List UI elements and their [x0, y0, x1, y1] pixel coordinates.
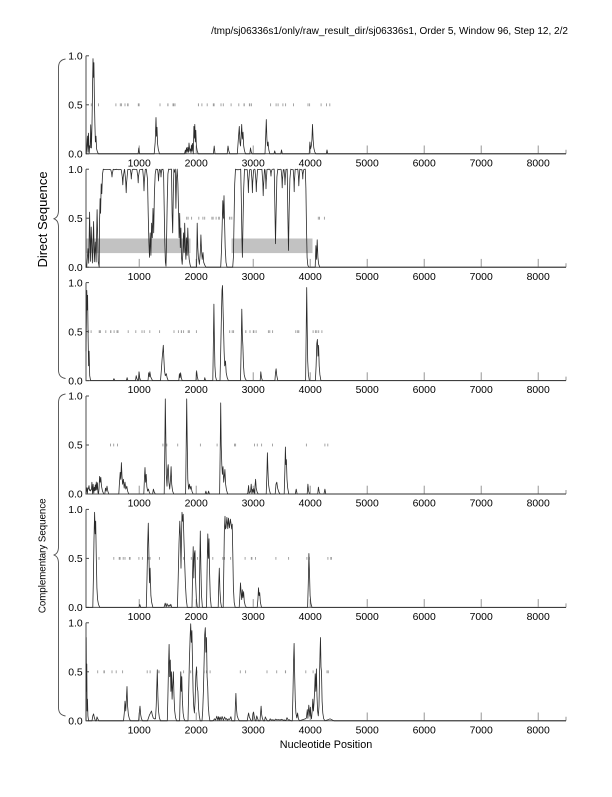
svg-text:4000: 4000 — [299, 385, 322, 396]
svg-text:0.5: 0.5 — [68, 101, 83, 112]
svg-text:7000: 7000 — [470, 385, 493, 396]
svg-text:2000: 2000 — [185, 612, 208, 623]
svg-text:8000: 8000 — [527, 385, 550, 396]
svg-text:7000: 7000 — [470, 499, 493, 510]
svg-text:1.0: 1.0 — [68, 278, 83, 289]
svg-text:2000: 2000 — [185, 272, 208, 283]
svg-text:1000: 1000 — [128, 725, 151, 736]
svg-text:0.5: 0.5 — [68, 668, 83, 679]
svg-text:7000: 7000 — [470, 158, 493, 169]
svg-text:3000: 3000 — [242, 158, 265, 169]
svg-text:5000: 5000 — [356, 385, 379, 396]
svg-text:6000: 6000 — [413, 272, 436, 283]
svg-text:1000: 1000 — [128, 272, 151, 283]
svg-text:6000: 6000 — [413, 385, 436, 396]
svg-text:8000: 8000 — [527, 725, 550, 736]
svg-text:/tmp/sj06336s1/only/raw_result: /tmp/sj06336s1/only/raw_result_dir/sj063… — [211, 26, 568, 37]
svg-text:7000: 7000 — [470, 612, 493, 623]
svg-text:2000: 2000 — [185, 499, 208, 510]
svg-text:Nucleotide Position: Nucleotide Position — [280, 739, 372, 751]
svg-text:4000: 4000 — [299, 612, 322, 623]
svg-text:1000: 1000 — [128, 385, 151, 396]
svg-text:3000: 3000 — [242, 272, 265, 283]
svg-text:5000: 5000 — [356, 499, 379, 510]
svg-text:2000: 2000 — [185, 385, 208, 396]
svg-text:1.0: 1.0 — [68, 505, 83, 516]
svg-text:5000: 5000 — [356, 725, 379, 736]
svg-text:1.0: 1.0 — [68, 165, 83, 176]
svg-text:Direct Sequence: Direct Sequence — [35, 171, 50, 267]
svg-text:1000: 1000 — [128, 612, 151, 623]
svg-text:0.0: 0.0 — [68, 490, 83, 501]
svg-text:0.5: 0.5 — [68, 441, 83, 452]
svg-text:3000: 3000 — [242, 499, 265, 510]
svg-text:0.0: 0.0 — [68, 603, 83, 614]
svg-text:3000: 3000 — [242, 385, 265, 396]
svg-text:5000: 5000 — [356, 158, 379, 169]
svg-text:0.5: 0.5 — [68, 214, 83, 225]
svg-text:4000: 4000 — [299, 272, 322, 283]
svg-text:6000: 6000 — [413, 612, 436, 623]
svg-text:8000: 8000 — [527, 158, 550, 169]
svg-text:1.0: 1.0 — [68, 392, 83, 403]
svg-text:0.0: 0.0 — [68, 376, 83, 387]
svg-text:2000: 2000 — [185, 158, 208, 169]
svg-text:Complementary Sequence: Complementary Sequence — [37, 498, 48, 613]
svg-text:0.0: 0.0 — [68, 150, 83, 161]
svg-text:7000: 7000 — [470, 272, 493, 283]
svg-text:6000: 6000 — [413, 499, 436, 510]
svg-text:0.5: 0.5 — [68, 554, 83, 565]
svg-text:1000: 1000 — [128, 158, 151, 169]
svg-text:1.0: 1.0 — [68, 619, 83, 630]
svg-text:4000: 4000 — [299, 725, 322, 736]
svg-text:1.0: 1.0 — [68, 52, 83, 63]
svg-text:8000: 8000 — [527, 499, 550, 510]
svg-text:0.5: 0.5 — [68, 327, 83, 338]
svg-text:4000: 4000 — [299, 158, 322, 169]
svg-text:0.0: 0.0 — [68, 717, 83, 728]
svg-text:5000: 5000 — [356, 272, 379, 283]
svg-text:6000: 6000 — [413, 158, 436, 169]
svg-text:2000: 2000 — [185, 725, 208, 736]
svg-text:0.0: 0.0 — [68, 263, 83, 274]
svg-text:8000: 8000 — [527, 612, 550, 623]
svg-text:8000: 8000 — [527, 272, 550, 283]
svg-text:3000: 3000 — [242, 725, 265, 736]
svg-text:5000: 5000 — [356, 612, 379, 623]
svg-text:3000: 3000 — [242, 612, 265, 623]
svg-text:1000: 1000 — [128, 499, 151, 510]
svg-text:7000: 7000 — [470, 725, 493, 736]
svg-text:4000: 4000 — [299, 499, 322, 510]
svg-text:6000: 6000 — [413, 725, 436, 736]
